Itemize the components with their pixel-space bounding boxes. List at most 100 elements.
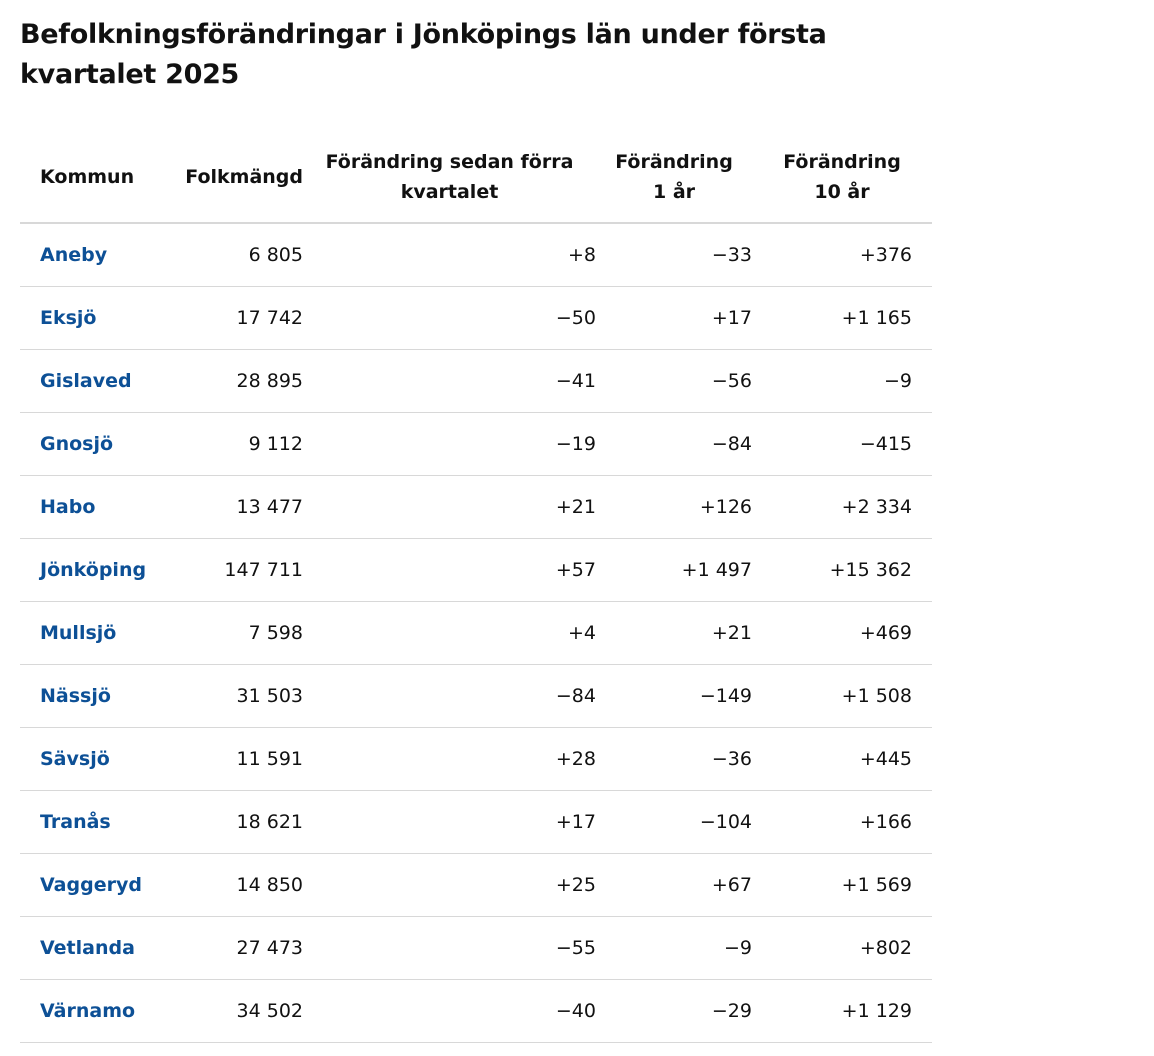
table-row: Gnosjö 9 112 −19 −84 −415	[20, 412, 932, 476]
kommun-cell: Vaggeryd	[20, 853, 165, 917]
column-header-change-10y-line2: 10 år	[814, 181, 870, 203]
change-1y-cell: +21	[596, 601, 752, 665]
column-header-change-1y-line1: Förändring	[615, 151, 733, 173]
page-title: Befolkningsförändringar i Jönköpings län…	[20, 19, 827, 90]
table-row: Aneby 6 805 +8 −33 +376	[20, 223, 932, 287]
column-header-kommun: Kommun	[20, 132, 165, 224]
change-quarter-cell: +8	[303, 223, 596, 287]
change-1y-cell: +126	[596, 475, 752, 539]
change-10y-cell: +1 508	[752, 664, 932, 728]
kommun-link-mullsjo[interactable]: Mullsjö	[40, 622, 117, 644]
table-row: Vetlanda 27 473 −55 −9 +802	[20, 916, 932, 980]
change-quarter-cell: +25	[303, 853, 596, 917]
change-1y-cell: −33	[596, 223, 752, 287]
folkmangd-cell: 14 850	[165, 853, 303, 917]
change-1y-cell: +1 497	[596, 538, 752, 602]
kommun-link-aneby[interactable]: Aneby	[40, 244, 108, 266]
kommun-cell: Gnosjö	[20, 412, 165, 476]
change-10y-cell: +376	[752, 223, 932, 287]
change-10y-cell: +469	[752, 601, 932, 665]
kommun-cell: Värnamo	[20, 979, 165, 1043]
kommun-cell: Vetlanda	[20, 916, 165, 980]
table-header: Kommun Folkmängd Förändring sedan förra …	[20, 132, 932, 224]
change-10y-cell: +1 569	[752, 853, 932, 917]
kommun-link-varnamo[interactable]: Värnamo	[40, 1000, 136, 1022]
change-1y-cell: +17	[596, 286, 752, 350]
table-row: Nässjö 31 503 −84 −149 +1 508	[20, 664, 932, 728]
folkmangd-cell: 7 598	[165, 601, 303, 665]
folkmangd-cell: 17 742	[165, 286, 303, 350]
kommun-link-savsjo[interactable]: Sävsjö	[40, 748, 110, 770]
kommun-link-vaggeryd[interactable]: Vaggeryd	[40, 874, 142, 896]
kommun-link-gislaved[interactable]: Gislaved	[40, 370, 132, 392]
change-10y-cell: +1 129	[752, 979, 932, 1043]
change-1y-cell: −84	[596, 412, 752, 476]
kommun-link-vetlanda[interactable]: Vetlanda	[40, 937, 135, 959]
folkmangd-cell: 13 477	[165, 475, 303, 539]
folkmangd-cell: 27 473	[165, 916, 303, 980]
change-10y-cell: +166	[752, 790, 932, 854]
folkmangd-cell: 28 895	[165, 349, 303, 413]
folkmangd-cell: 6 805	[165, 223, 303, 287]
column-header-change-1y-line2: 1 år	[652, 181, 696, 203]
folkmangd-cell: 9 112	[165, 412, 303, 476]
table-row: Värnamo 34 502 −40 −29 +1 129	[20, 979, 932, 1043]
kommun-cell: Tranås	[20, 790, 165, 854]
kommun-cell: Eksjö	[20, 286, 165, 350]
kommun-link-tranas[interactable]: Tranås	[40, 811, 111, 833]
change-quarter-cell: +4	[303, 601, 596, 665]
kommun-cell: Sävsjö	[20, 727, 165, 791]
kommun-link-eksjo[interactable]: Eksjö	[40, 307, 97, 329]
change-1y-cell: −9	[596, 916, 752, 980]
population-table: Kommun Folkmängd Förändring sedan förra …	[20, 132, 932, 1043]
kommun-link-jonkoping[interactable]: Jönköping	[40, 559, 147, 581]
column-header-folkmangd: Folkmängd	[165, 132, 303, 224]
column-header-change-1y: Förändring 1 år	[596, 132, 752, 224]
change-10y-cell: +802	[752, 916, 932, 980]
table-row: Habo 13 477 +21 +126 +2 334	[20, 475, 932, 539]
column-header-change-quarter-line2: kvartalet	[400, 181, 499, 203]
column-header-change-quarter: Förändring sedan förra kvartalet	[303, 132, 596, 224]
table-body: Aneby 6 805 +8 −33 +376 Eksjö 17 742 −50…	[20, 223, 932, 1043]
column-header-change-10y: Förändring 10 år	[752, 132, 932, 224]
table-row: Mullsjö 7 598 +4 +21 +469	[20, 601, 932, 665]
change-10y-cell: +2 334	[752, 475, 932, 539]
kommun-link-nassjo[interactable]: Nässjö	[40, 685, 111, 707]
change-quarter-cell: −84	[303, 664, 596, 728]
kommun-cell: Mullsjö	[20, 601, 165, 665]
kommun-link-habo[interactable]: Habo	[40, 496, 96, 518]
folkmangd-cell: 31 503	[165, 664, 303, 728]
change-quarter-cell: −55	[303, 916, 596, 980]
column-header-change-quarter-line1: Förändring sedan förra	[325, 151, 574, 173]
table-row: Tranås 18 621 +17 −104 +166	[20, 790, 932, 854]
kommun-cell: Gislaved	[20, 349, 165, 413]
folkmangd-cell: 11 591	[165, 727, 303, 791]
change-quarter-cell: +28	[303, 727, 596, 791]
change-quarter-cell: −41	[303, 349, 596, 413]
change-10y-cell: +1 165	[752, 286, 932, 350]
change-1y-cell: −29	[596, 979, 752, 1043]
change-10y-cell: +15 362	[752, 538, 932, 602]
change-1y-cell: −104	[596, 790, 752, 854]
folkmangd-cell: 147 711	[165, 538, 303, 602]
column-header-change-10y-line1: Förändring	[783, 151, 901, 173]
kommun-cell: Aneby	[20, 223, 165, 287]
change-1y-cell: −149	[596, 664, 752, 728]
change-quarter-cell: +21	[303, 475, 596, 539]
table-row: Sävsjö 11 591 +28 −36 +445	[20, 727, 932, 791]
change-10y-cell: −9	[752, 349, 932, 413]
table-row: Vaggeryd 14 850 +25 +67 +1 569	[20, 853, 932, 917]
kommun-cell: Habo	[20, 475, 165, 539]
change-1y-cell: −56	[596, 349, 752, 413]
change-1y-cell: −36	[596, 727, 752, 791]
change-10y-cell: +445	[752, 727, 932, 791]
folkmangd-cell: 18 621	[165, 790, 303, 854]
change-quarter-cell: +17	[303, 790, 596, 854]
kommun-cell: Nässjö	[20, 664, 165, 728]
kommun-link-gnosjo[interactable]: Gnosjö	[40, 433, 114, 455]
folkmangd-cell: 34 502	[165, 979, 303, 1043]
change-quarter-cell: −50	[303, 286, 596, 350]
table-row: Eksjö 17 742 −50 +17 +1 165	[20, 286, 932, 350]
change-quarter-cell: −19	[303, 412, 596, 476]
